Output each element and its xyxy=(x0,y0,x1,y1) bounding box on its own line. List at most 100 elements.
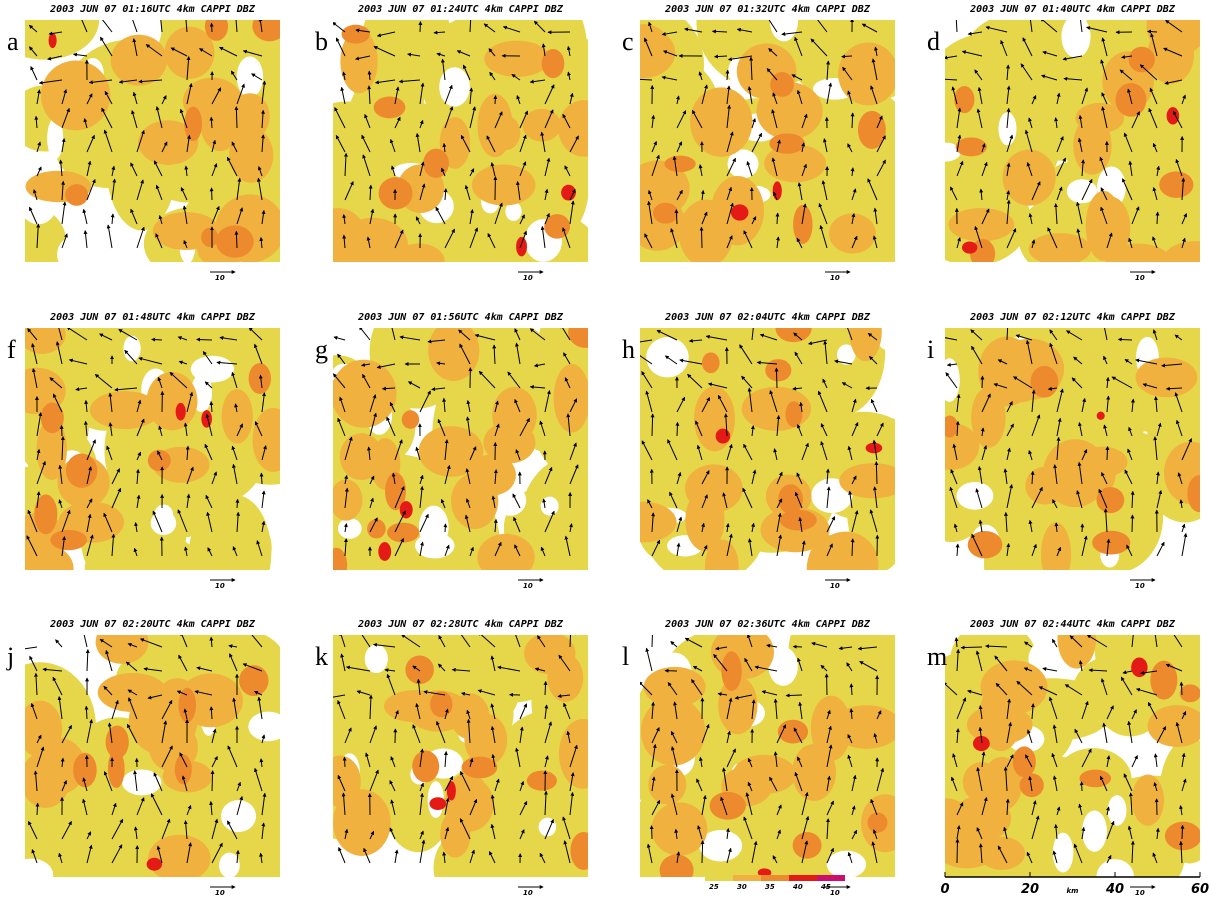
echo-strong xyxy=(1079,769,1112,788)
wind-vector xyxy=(86,498,93,509)
echo-strong xyxy=(1012,746,1036,778)
wind-vector xyxy=(876,159,886,177)
wind-vector xyxy=(444,826,450,840)
wind-vector xyxy=(337,699,346,720)
wind-vector xyxy=(494,423,500,437)
wind-vector xyxy=(60,435,65,461)
wind-vector xyxy=(640,78,653,81)
wind-vector xyxy=(540,546,546,557)
echo-strong xyxy=(215,225,254,258)
wind-vector xyxy=(1040,20,1058,33)
echo-free xyxy=(956,481,994,510)
wind-vector xyxy=(651,539,661,557)
wind-vector xyxy=(83,420,88,437)
echo-strong xyxy=(178,687,197,723)
wind-vector xyxy=(61,780,67,792)
wind-vector xyxy=(61,233,68,249)
wind-vector xyxy=(701,544,708,557)
wind-vector xyxy=(1103,424,1108,437)
wind-vector xyxy=(369,497,374,509)
wind-vector xyxy=(1081,397,1087,413)
echo-moderate xyxy=(1028,233,1092,262)
wind-vector xyxy=(83,230,88,249)
wind-vector xyxy=(1130,514,1135,533)
wind-vector xyxy=(35,802,40,816)
wind-vector xyxy=(444,464,451,485)
reflectivity-field xyxy=(333,635,588,877)
wind-vector xyxy=(1156,489,1163,509)
wind-vector xyxy=(86,719,93,744)
echo-moderate xyxy=(25,513,67,564)
wind-vector xyxy=(1006,162,1011,177)
wind-vector xyxy=(955,543,960,557)
echo-moderate xyxy=(1075,454,1116,497)
wind-vector xyxy=(36,746,45,768)
wind-vector xyxy=(1003,468,1008,485)
wind-vector xyxy=(717,394,728,413)
wind-vector xyxy=(364,113,371,129)
wind-vector xyxy=(705,334,728,341)
wind-vector xyxy=(848,490,853,509)
reference-vector-label: 10 xyxy=(830,889,840,897)
wind-vector xyxy=(58,328,63,341)
echo-strong xyxy=(955,137,987,157)
wind-vector xyxy=(1165,20,1183,33)
wind-vector xyxy=(103,129,113,153)
wind-vector xyxy=(675,421,680,437)
wind-vector xyxy=(698,164,703,177)
wind-vector xyxy=(460,691,471,696)
wind-vector xyxy=(431,387,446,392)
wind-vector xyxy=(158,214,163,225)
wind-vector xyxy=(819,224,828,249)
wind-vector xyxy=(515,747,521,768)
wind-vector xyxy=(211,755,218,768)
wind-vector xyxy=(544,818,554,840)
wind-vector xyxy=(490,655,496,672)
reflectivity-field xyxy=(640,328,895,570)
wind-vector xyxy=(84,705,89,720)
wind-vector xyxy=(1056,388,1064,413)
wind-vector xyxy=(84,399,89,413)
wind-vector xyxy=(170,47,188,57)
wind-vector xyxy=(27,328,38,341)
wind-vector xyxy=(544,390,551,413)
wind-vector xyxy=(725,523,730,533)
wind-vector xyxy=(539,852,546,864)
wind-vector xyxy=(61,180,66,201)
reflectivity-field xyxy=(25,20,280,262)
panel-letter: b xyxy=(315,27,328,56)
echo-weak xyxy=(515,505,588,570)
panel-letter: f xyxy=(7,335,16,364)
echo-free xyxy=(1107,795,1127,826)
echo-strong xyxy=(945,415,958,438)
wind-vector xyxy=(544,755,549,768)
echo-moderate xyxy=(484,40,550,77)
wind-vector xyxy=(254,421,263,437)
wind-vector xyxy=(1000,39,1008,57)
wind-vector xyxy=(107,722,113,744)
wind-vector xyxy=(389,779,396,792)
wind-vector xyxy=(344,828,349,840)
wind-vector xyxy=(136,399,142,413)
wind-vector xyxy=(469,168,475,177)
wind-vector xyxy=(772,92,778,105)
x-axis-label: km xyxy=(1067,887,1079,895)
wind-vector xyxy=(111,533,116,557)
wind-vector xyxy=(86,93,93,105)
wind-vector xyxy=(236,177,242,201)
wind-vector xyxy=(236,781,242,792)
wind-vector xyxy=(1006,423,1014,437)
wind-vector xyxy=(739,344,753,365)
wind-vector xyxy=(205,494,213,509)
echo-moderate xyxy=(710,635,774,680)
panel: 2003 JUN 07 02:44UTC 4km CAPPI DBZ m 10 xyxy=(927,619,1200,897)
wind-vector xyxy=(1156,422,1162,437)
wind-vector xyxy=(1100,206,1108,225)
wind-vector xyxy=(679,358,703,365)
wind-vector xyxy=(676,110,687,129)
wind-vector xyxy=(1152,186,1158,201)
wind-vector xyxy=(334,107,346,129)
wind-vector xyxy=(261,445,267,461)
wind-vector xyxy=(494,202,503,225)
